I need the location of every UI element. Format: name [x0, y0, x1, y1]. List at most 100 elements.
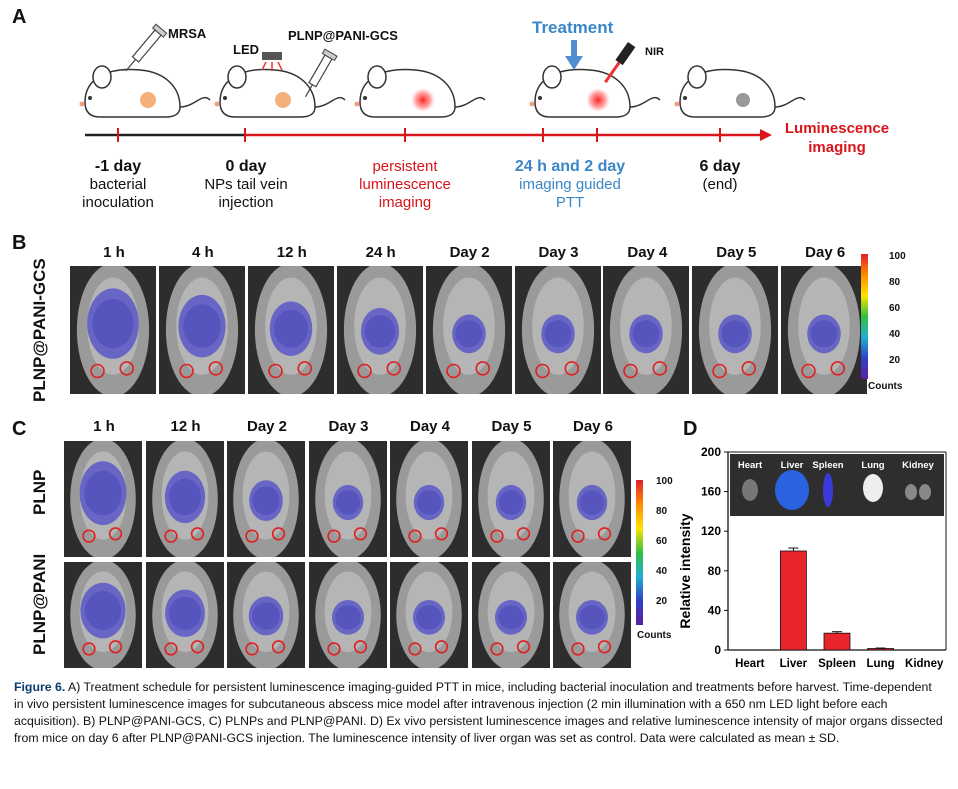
mouse-icon — [354, 65, 486, 118]
row-label-plnp: PLNP — [30, 469, 49, 515]
colorbar-tick: 60 — [889, 303, 901, 314]
caption-text: A) Treatment schedule for persistent lum… — [14, 680, 943, 745]
luminescence-image — [471, 441, 550, 557]
luminescence-image — [471, 562, 550, 668]
colorbar-tick: 60 — [656, 536, 668, 547]
colorbar-tick: 100 — [656, 476, 673, 487]
syringe-icon — [304, 48, 338, 98]
colorbar-tick: 40 — [889, 329, 901, 340]
luminescence-image — [158, 266, 245, 394]
colorbar-tick: 80 — [889, 277, 901, 288]
organ-liver — [775, 470, 809, 510]
timeline-arrowhead — [760, 129, 772, 141]
mouse-icon — [674, 65, 806, 118]
timeline-step: persistent luminescence imaging — [359, 158, 451, 211]
panel-a-schematic — [79, 23, 806, 142]
timeline-step: 6 day (end) — [699, 158, 741, 193]
luminescence-image — [145, 562, 224, 668]
luminescence-image — [308, 562, 387, 668]
bar — [867, 648, 895, 651]
luminescence-image — [64, 441, 142, 557]
timeline-step: 24 h and 2 day imaging guided PTT — [514, 158, 626, 211]
time-label: Day 6 — [805, 244, 846, 261]
time-label: 12 h — [170, 418, 201, 435]
bar — [780, 550, 807, 651]
time-label: Day 2 — [246, 418, 288, 435]
luminescence-image — [425, 266, 512, 394]
luminescence-image — [603, 266, 690, 394]
label-luminescence-imaging: Luminescence imaging — [784, 120, 890, 156]
time-label: Day 6 — [572, 418, 614, 435]
label-mrsa: MRSA — [168, 26, 207, 41]
time-label: Day 3 — [328, 418, 369, 435]
panel-b-label: B — [12, 232, 27, 254]
luminescence-image — [514, 266, 601, 394]
y-tick-label: 0 — [714, 643, 721, 657]
organ-kidney — [905, 484, 917, 500]
time-label: 1 h — [103, 244, 125, 261]
laser-icon — [604, 42, 636, 84]
row-label-plnp-pani-gcs: PLNP@PANI-GCS — [30, 258, 49, 402]
organ-kidney — [919, 484, 931, 500]
figure-caption: Figure 6. A) Treatment schedule for pers… — [14, 679, 944, 747]
luminescence-image — [308, 441, 387, 557]
label-led: LED — [233, 42, 259, 57]
colorbar-tick: 80 — [656, 506, 668, 517]
x-tick-label: Kidney — [905, 658, 944, 670]
time-label: Day 5 — [491, 418, 532, 435]
x-tick-label: Spleen — [818, 658, 856, 670]
x-tick-label: Liver — [780, 658, 808, 670]
luminescence-image — [390, 441, 468, 557]
mouse-icon — [529, 65, 661, 118]
colorbar-b-unit: Counts — [868, 381, 903, 392]
arrow-down-icon — [565, 40, 583, 70]
colorbar-b — [861, 254, 868, 379]
time-label: Day 2 — [449, 244, 490, 261]
mouse-icon — [79, 65, 211, 118]
panel-a-label: A — [12, 6, 27, 28]
label-np: PLNP@PANI-GCS — [288, 28, 398, 43]
colorbar-tick: 20 — [889, 355, 901, 366]
mouse-icon — [214, 65, 346, 118]
organ-spleen — [823, 473, 833, 507]
inset-organ-label: Heart — [738, 460, 763, 471]
row-label-plnp-pani: PLNP@PANI — [30, 553, 49, 655]
y-axis-label: Relative intensity — [677, 513, 693, 628]
bar — [823, 632, 851, 651]
organ-heart — [742, 479, 758, 501]
timeline-step: -1 day bacterial inoculation — [82, 158, 154, 211]
y-tick-label: 120 — [701, 524, 721, 538]
y-tick-label: 40 — [708, 603, 722, 617]
colorbar-tick: 100 — [889, 251, 906, 262]
inset-organ-label: Kidney — [902, 460, 934, 471]
luminescence-image — [336, 266, 423, 394]
inset-organ-label: Lung — [861, 460, 884, 471]
luminescence-image — [553, 562, 631, 668]
inset-organ-label: Spleen — [812, 460, 843, 471]
time-label: Day 3 — [538, 244, 579, 261]
inset-organ-label: Liver — [781, 460, 804, 471]
colorbar-c-unit: Counts — [637, 630, 672, 641]
caption-label: Figure 6. — [14, 680, 66, 694]
time-label: Day 4 — [627, 244, 668, 261]
time-label: Day 4 — [409, 418, 451, 435]
luminescence-image — [227, 562, 305, 668]
y-tick-label: 80 — [708, 564, 722, 578]
organ-intensity-chart: Heart Liver Spleen Lung Kidney 0 40 80 120 160 200… — [677, 445, 947, 670]
led-icon — [261, 52, 283, 71]
luminescence-image — [145, 441, 224, 557]
x-tick-label: Lung — [867, 658, 895, 670]
panel-d-label: D — [683, 418, 698, 440]
panel-c-label: C — [12, 418, 27, 440]
luminescence-image — [390, 562, 468, 668]
organ-lung — [863, 474, 883, 502]
luminescence-image — [692, 266, 779, 394]
x-tick-label: Heart — [735, 658, 765, 670]
y-tick-label: 200 — [701, 445, 721, 459]
luminescence-image — [553, 441, 631, 557]
luminescence-image — [227, 441, 305, 557]
luminescence-image — [70, 266, 156, 394]
syringe-icon — [125, 23, 168, 72]
timeline-step: 0 day NPs tail vein injection — [204, 158, 288, 211]
colorbar-tick: 20 — [656, 596, 668, 607]
